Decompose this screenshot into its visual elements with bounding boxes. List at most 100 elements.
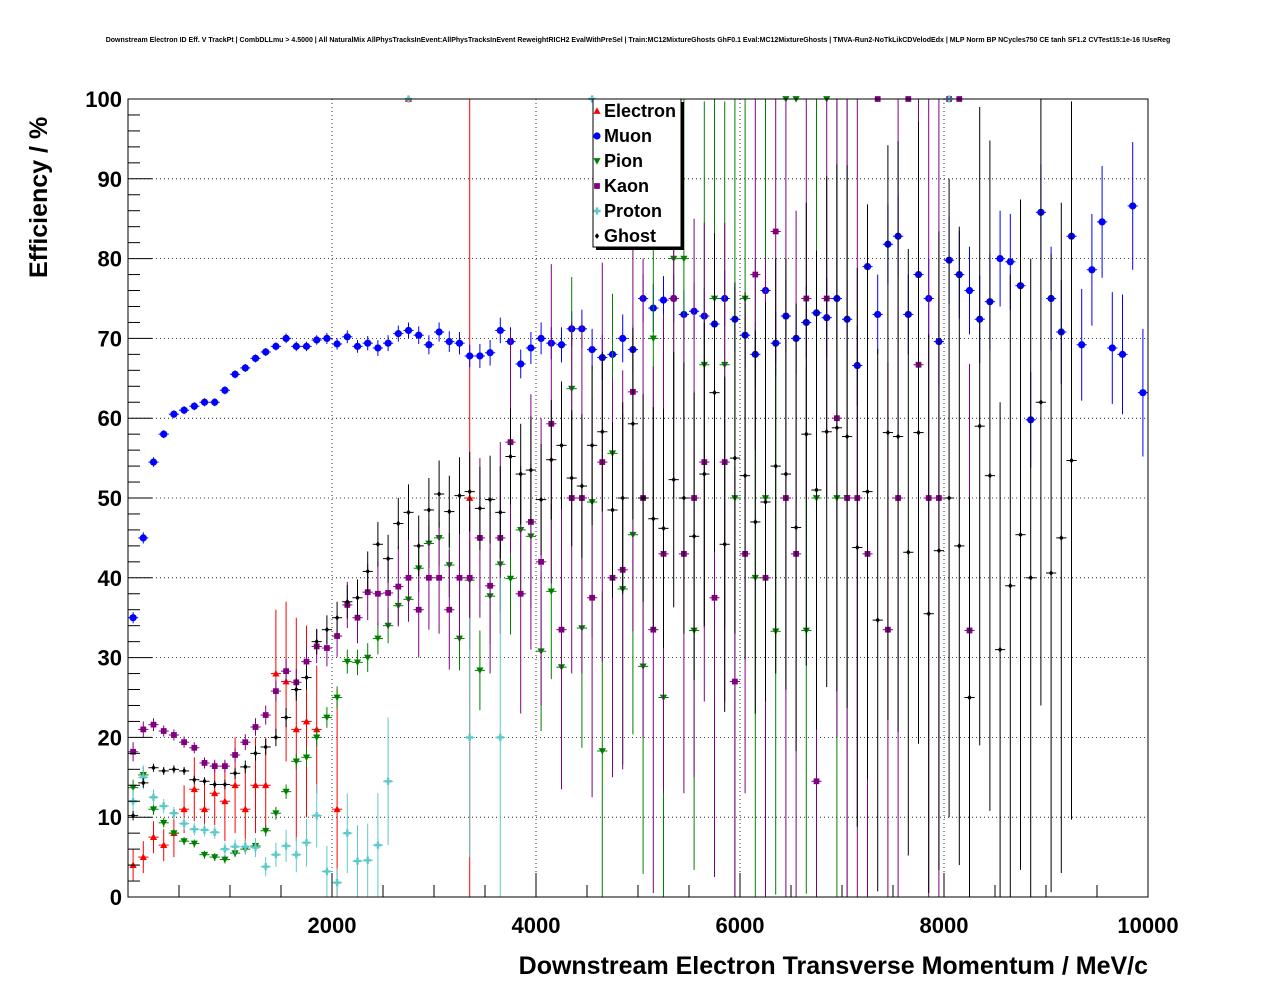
- y-tick-label: 80: [98, 247, 122, 272]
- data-point: [352, 649, 363, 676]
- data-point: [240, 760, 251, 774]
- data-point: [230, 747, 241, 763]
- data-point: [403, 484, 414, 541]
- data-point: [372, 339, 383, 356]
- marker: [365, 568, 370, 575]
- marker: [865, 488, 870, 495]
- marker: [211, 854, 219, 861]
- marker: [487, 496, 493, 503]
- marker: [589, 594, 595, 601]
- marker: [671, 476, 676, 483]
- data-point: [291, 837, 302, 873]
- data-point: [189, 775, 200, 784]
- marker: [936, 547, 942, 554]
- data-point: [515, 423, 526, 525]
- marker: [334, 614, 340, 621]
- data-point: [882, 145, 893, 720]
- marker: [200, 398, 209, 406]
- data-point: [964, 246, 975, 335]
- data-point: [423, 525, 434, 630]
- marker: [435, 328, 443, 336]
- marker: [885, 429, 891, 436]
- marker: [588, 345, 596, 354]
- marker: [302, 754, 311, 761]
- data-point: [321, 707, 332, 728]
- data-point: [128, 612, 139, 624]
- marker: [243, 764, 248, 770]
- data-point: [474, 343, 485, 368]
- marker: [232, 752, 238, 758]
- marker: [528, 467, 534, 473]
- marker: [395, 583, 402, 590]
- marker: [354, 614, 361, 621]
- data-point: [556, 381, 567, 510]
- data-point: [383, 335, 394, 352]
- marker: [783, 471, 789, 477]
- data-point: [342, 793, 353, 874]
- marker: [977, 423, 982, 430]
- marker: [445, 337, 453, 346]
- legend-marker: [594, 233, 600, 239]
- marker: [262, 712, 269, 718]
- data-point: [138, 532, 149, 544]
- data-point: [158, 430, 169, 439]
- marker: [374, 635, 382, 643]
- data-point: [821, 176, 832, 688]
- data-point: [209, 853, 220, 862]
- data-point: [780, 258, 791, 690]
- marker: [294, 686, 299, 693]
- data-point: [760, 302, 771, 702]
- data-point: [301, 748, 312, 767]
- legend-entry: Electron: [593, 101, 676, 121]
- marker: [1059, 535, 1064, 541]
- marker: [415, 331, 423, 339]
- data-point: [485, 455, 496, 544]
- data-point: [1127, 142, 1138, 270]
- marker: [231, 370, 239, 378]
- data-point: [301, 818, 312, 867]
- marker: [272, 342, 280, 350]
- data-point: [138, 721, 149, 738]
- marker: [149, 806, 158, 813]
- marker: [446, 606, 453, 613]
- marker: [314, 638, 319, 645]
- data-point: [321, 332, 332, 344]
- marker: [895, 433, 901, 440]
- legend-marker: [593, 158, 601, 165]
- data-point: [699, 322, 710, 626]
- data-point: [750, 330, 761, 714]
- marker: [732, 678, 738, 685]
- data-point: [199, 398, 210, 407]
- marker: [202, 778, 207, 785]
- data-point: [199, 823, 210, 837]
- data-point: [199, 757, 210, 769]
- legend: Electron Muon Pion Kaon Proton Ghost: [592, 98, 684, 250]
- marker: [517, 360, 525, 368]
- marker: [282, 334, 290, 342]
- marker: [691, 533, 697, 540]
- data-point: [230, 767, 241, 779]
- x-axis-label: Downstream Electron Transverse Momentum …: [519, 952, 1148, 980]
- marker: [364, 856, 372, 864]
- marker: [333, 694, 341, 702]
- data-point: [291, 617, 302, 842]
- marker: [569, 475, 574, 481]
- data-point: [525, 416, 536, 524]
- marker: [345, 598, 350, 605]
- marker: [200, 805, 209, 813]
- data-point: [984, 140, 995, 811]
- legend-label: Pion: [604, 151, 643, 171]
- data-point: [189, 742, 200, 754]
- data-point: [474, 466, 485, 550]
- data-point: [321, 615, 332, 645]
- marker: [222, 763, 228, 770]
- data-point: [362, 823, 373, 897]
- data-point: [852, 268, 863, 827]
- marker: [670, 295, 677, 302]
- marker: [324, 645, 330, 651]
- legend-entry: Ghost: [594, 226, 656, 246]
- data-point: [546, 399, 557, 520]
- marker: [752, 271, 759, 278]
- marker: [712, 389, 717, 396]
- marker: [496, 326, 504, 335]
